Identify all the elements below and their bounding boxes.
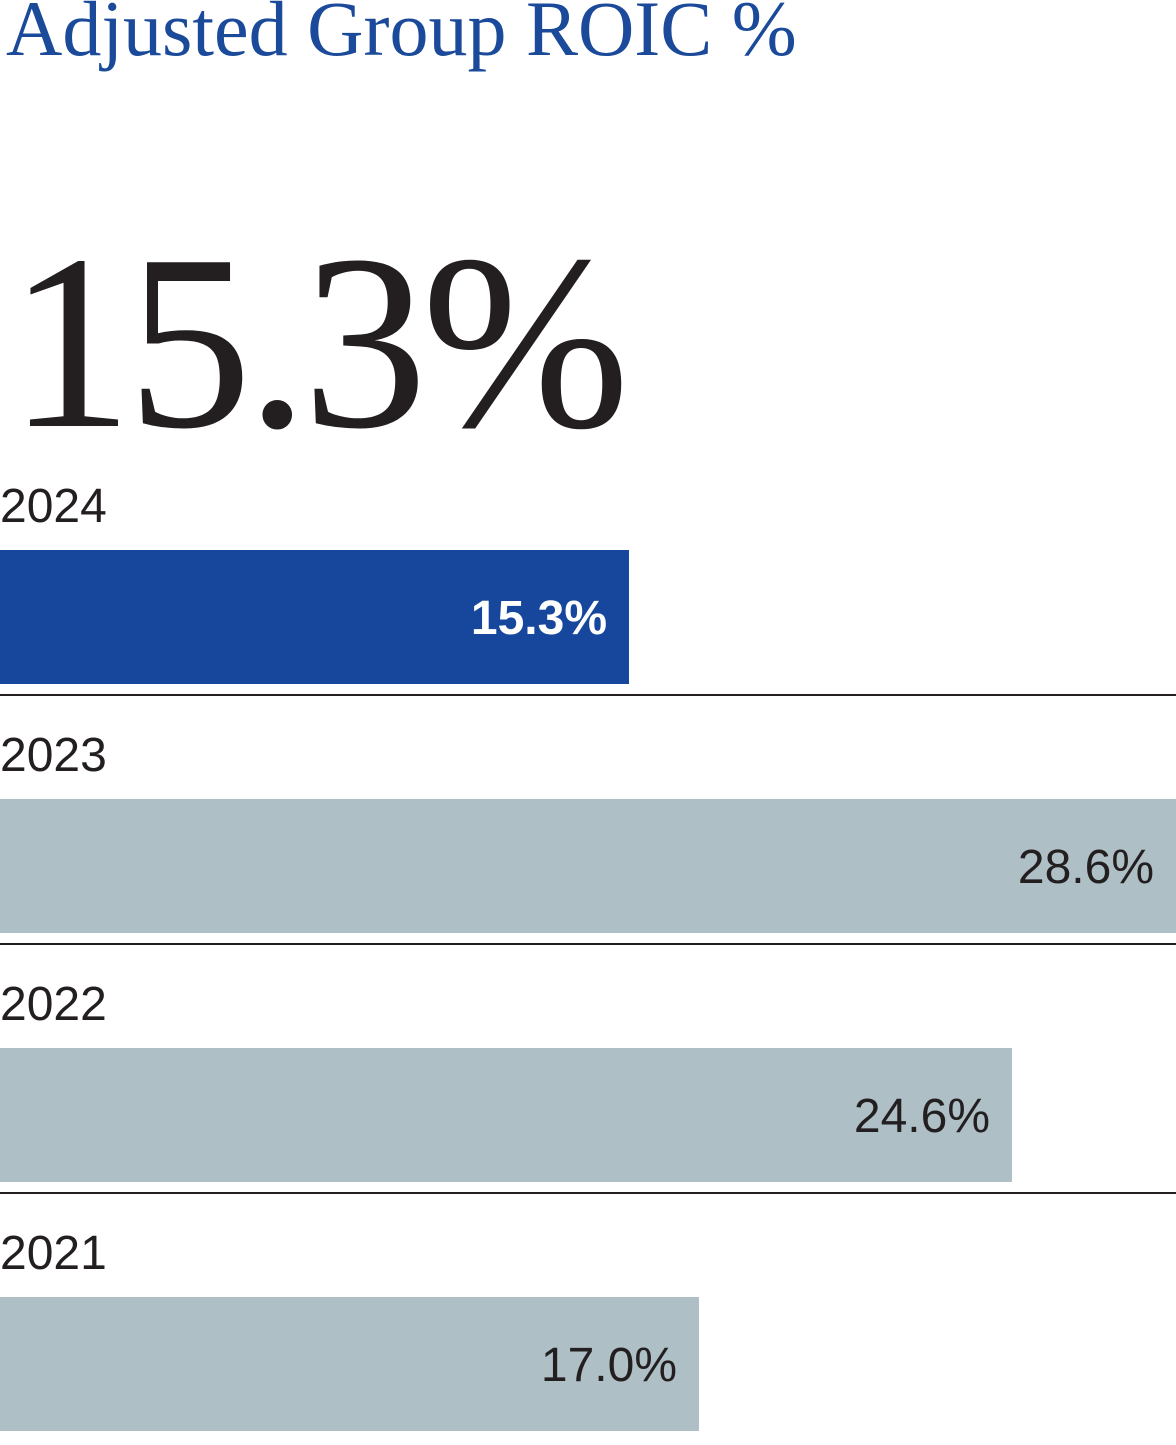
bar-value-label: 17.0%	[541, 1339, 677, 1392]
bar	[0, 1048, 1012, 1182]
headline-value: 15.3%	[8, 204, 630, 481]
bar	[0, 799, 1176, 933]
bar-category-label: 2024	[0, 480, 107, 533]
bar-value-label: 15.3%	[471, 592, 607, 645]
bar	[0, 550, 629, 684]
bar-value-label: 28.6%	[1018, 841, 1154, 894]
bar-category-label: 2021	[0, 1227, 107, 1280]
bar	[0, 1297, 699, 1431]
bar-category-label: 2022	[0, 978, 107, 1031]
chart-title: Adjusted Group ROIC %	[6, 0, 797, 72]
bar-category-label: 2023	[0, 729, 107, 782]
bar-value-label: 24.6%	[854, 1090, 990, 1143]
